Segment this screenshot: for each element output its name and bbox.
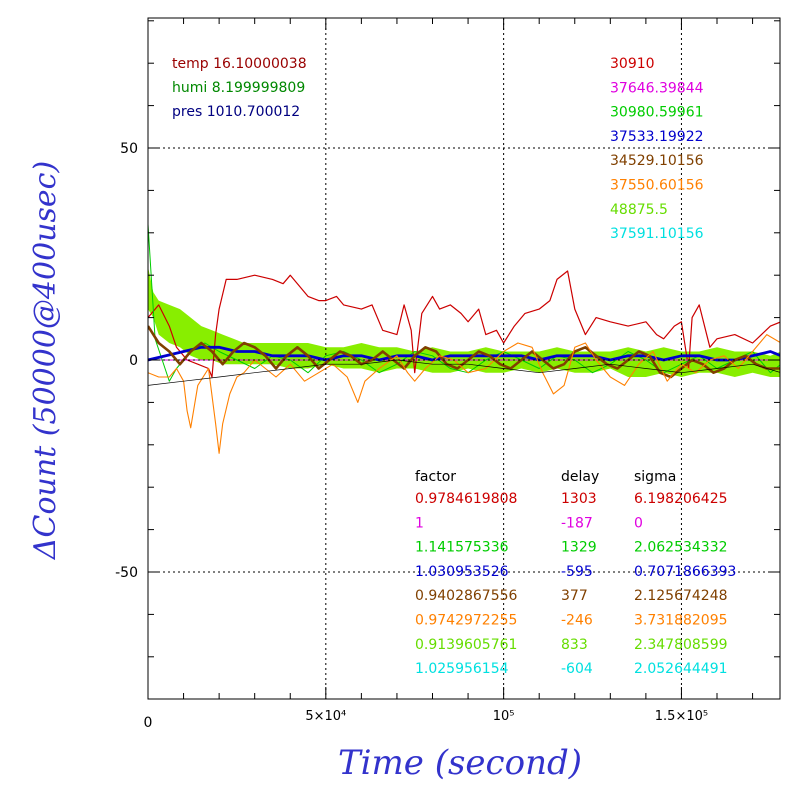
- row-sigma-0: 6.198206425: [634, 491, 728, 507]
- row-factor-3: 1.030953526: [415, 564, 509, 580]
- row-factor-6: 0.9139605761: [415, 637, 517, 653]
- offset-label-7: 37591.10156: [610, 226, 704, 242]
- band-layer: [148, 266, 780, 377]
- offset-label-4: 34529.10156: [610, 153, 704, 169]
- y-tick-label: -50: [115, 565, 138, 581]
- offset-label-5: 37550.60156: [610, 178, 704, 194]
- x-tick-label: 5×10⁴: [305, 709, 346, 724]
- x-tick-label: 10⁵: [493, 709, 515, 724]
- row-delay-6: 833: [561, 637, 588, 653]
- table-header-factor: factor: [415, 469, 456, 485]
- row-factor-0: 0.9784619808: [415, 491, 517, 507]
- row-sigma-3: 0.7071866393: [634, 564, 736, 580]
- series-line-5: [148, 334, 780, 454]
- y-axis-title: ΔCount (50000@400usec): [28, 161, 63, 560]
- row-factor-2: 1.141575336: [415, 540, 509, 556]
- row-delay-2: 1329: [561, 540, 597, 556]
- env-info-2: pres 1010.700012: [172, 104, 300, 120]
- row-delay-7: -604: [561, 661, 593, 677]
- plot-frame: [147, 17, 781, 700]
- x-axis-title: Time (second): [338, 743, 582, 783]
- row-factor-7: 1.025956154: [415, 661, 509, 677]
- y-tick-label: 50: [120, 141, 138, 157]
- grid-layer: [148, 18, 780, 699]
- table-header-delay: delay: [561, 469, 599, 485]
- row-sigma-4: 2.125674248: [634, 588, 728, 604]
- x-tick-label: 0: [144, 715, 153, 731]
- row-delay-1: -187: [561, 515, 593, 531]
- row-delay-4: 377: [561, 588, 588, 604]
- row-delay-3: -595: [561, 564, 593, 580]
- row-sigma-2: 2.062534332: [634, 540, 728, 556]
- table-header-sigma: sigma: [634, 469, 676, 485]
- row-sigma-6: 2.347808599: [634, 637, 728, 653]
- row-sigma-1: 0: [634, 515, 643, 531]
- env-info-1: humi 8.199999809: [172, 80, 305, 96]
- y-tick-label: 0: [129, 353, 138, 369]
- row-factor-4: 0.9402867556: [415, 588, 518, 604]
- offset-label-1: 37646.39844: [610, 80, 704, 96]
- row-delay-0: 1303: [561, 491, 597, 507]
- row-delay-5: -246: [561, 613, 593, 629]
- offset-label-3: 37533.19922: [610, 129, 704, 145]
- row-sigma-5: 3.731882095: [634, 613, 728, 629]
- offset-label-0: 30910: [610, 56, 655, 72]
- series-line-0: [148, 270, 780, 378]
- series-layer: [148, 224, 780, 454]
- x-tick-label: 1.5×10⁵: [655, 709, 708, 724]
- offset-label-2: 30980.59961: [610, 105, 704, 121]
- band-series: [148, 266, 780, 377]
- tick-layer: [148, 18, 780, 699]
- offset-label-6: 48875.5: [610, 202, 668, 218]
- series-line-3: [148, 345, 780, 362]
- text-layer: 50 0 -50 0 5×10⁴ 10⁵ 1.5×10⁵ temp 16.10000038 hu…: [115, 56, 736, 731]
- row-factor-5: 0.9742972255: [415, 613, 517, 629]
- row-factor-1: 1: [415, 515, 424, 531]
- series-line-6: [148, 359, 780, 386]
- row-sigma-7: 2.052644491: [634, 661, 728, 677]
- env-info-0: temp 16.10000038: [172, 56, 307, 72]
